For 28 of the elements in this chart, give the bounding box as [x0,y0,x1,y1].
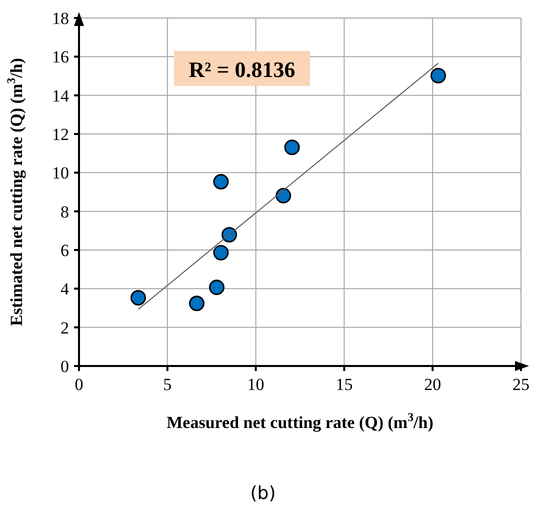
y-tick-label: 6 [60,241,69,260]
y-tick-label: 4 [60,280,70,299]
point [284,140,300,156]
point [213,244,229,260]
x-tick-label: 15 [336,375,353,394]
point [430,68,446,84]
y-tick-label: 14 [52,86,70,106]
y-tick-label: 0 [60,357,69,376]
x-tick-label: 0 [74,375,84,394]
annotation: R² = 0.8136 [188,57,296,82]
y-tick-label: 18 [52,9,69,28]
y-tick-label: 12 [52,125,69,144]
point [276,188,292,204]
x-tick-label: 20 [424,375,442,394]
x-tick-label: 25 [512,375,530,394]
x-axis-title: Measured net cutting rate (Q) (m$^{3}$/h) [166,410,434,432]
point [208,280,224,296]
y-tick-label: 16 [52,48,69,67]
x-tick-label: 5 [163,375,172,394]
x-tick-label: 10 [247,375,264,394]
point [189,296,204,312]
y-tick-label: 8 [60,202,69,222]
y-tick-label: 2 [60,318,69,338]
point [213,174,229,190]
point [130,290,146,306]
y-tick-label: 10 [52,164,69,183]
text: (b) [250,483,276,504]
point [222,226,238,242]
